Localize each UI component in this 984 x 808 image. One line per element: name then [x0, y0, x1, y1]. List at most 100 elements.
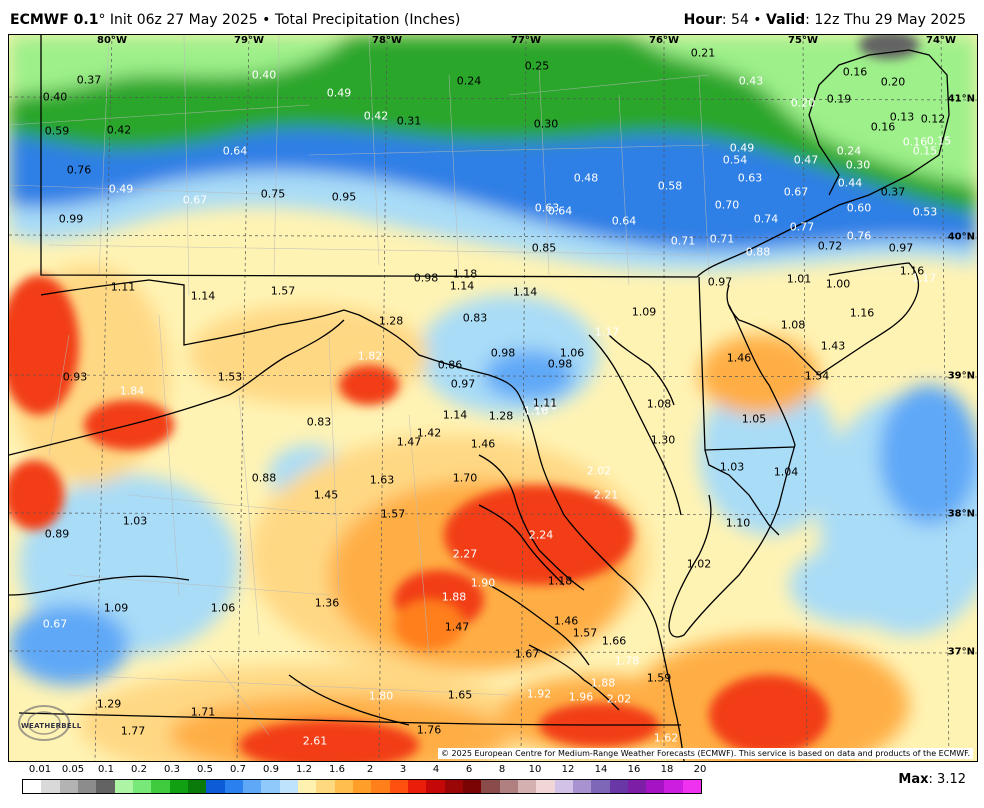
longitude-label: 80°W	[97, 35, 127, 46]
legend-tick-label: 1.6	[329, 764, 345, 775]
precip-value: 1.78	[614, 654, 640, 668]
precip-value: 0.59	[44, 124, 70, 138]
precip-value: 0.83	[306, 415, 332, 429]
precip-value: 1.04	[773, 465, 799, 479]
logo-text: WEATHERBELL	[21, 722, 82, 730]
precip-value: 1.46	[726, 351, 752, 365]
precip-value: 1.70	[452, 471, 478, 485]
legend-swatch	[444, 780, 463, 793]
legend-swatch	[334, 780, 353, 793]
precip-value: 0.88	[745, 245, 771, 259]
precip-value: 0.40	[42, 90, 68, 104]
legend-swatch	[206, 780, 225, 793]
legend-tick-label: 2	[366, 764, 374, 775]
precip-value: 0.99	[58, 212, 84, 226]
precip-value: 1.47	[396, 435, 422, 449]
precip-value: 1.11	[110, 280, 136, 294]
precip-value: 0.93	[62, 370, 88, 384]
legend-swatch	[371, 780, 390, 793]
precip-value: 0.97	[888, 241, 914, 255]
latitude-label: 40°N	[947, 231, 975, 243]
color-legend: 0.01 0.05 0.1 0.2 0.3 0.5 0.7 0.9 1.2 1.6 2 3 4 6 8 10 1…	[22, 764, 706, 794]
precip-value: 0.16	[870, 120, 896, 134]
precip-value: 1.08	[646, 397, 672, 411]
precip-value: 0.97	[450, 377, 476, 391]
precip-value: 2.27	[452, 547, 478, 561]
precip-value: 1.59	[646, 671, 672, 685]
precip-value: 1.06	[559, 346, 585, 360]
precip-value: 0.16	[842, 65, 868, 79]
precip-value: 0.67	[182, 193, 208, 207]
longitude-label: 79°W	[234, 35, 264, 46]
precip-value: 1.14	[442, 408, 468, 422]
precip-value: 1.47	[444, 620, 470, 634]
precip-value: 1.16	[532, 399, 558, 413]
precip-value: 0.71	[670, 234, 696, 248]
legend-tick-label: 12	[561, 764, 575, 775]
valid-time: Hour: 54 • Valid: 12z Thu 29 May 2025	[683, 12, 966, 28]
precip-value: 2.21	[593, 488, 619, 502]
precip-value: 1.57	[572, 626, 598, 640]
precip-value: 1.05	[741, 412, 767, 426]
precip-value: 1.42	[416, 426, 442, 440]
precip-value: 1.62	[653, 731, 679, 745]
precip-value: 1.30	[650, 433, 676, 447]
precip-value: 1.54	[804, 369, 830, 383]
precip-value: 0.49	[729, 141, 755, 155]
precip-value: 0.58	[657, 179, 683, 193]
precip-value: 0.64	[611, 214, 637, 228]
legend-swatch	[151, 780, 170, 793]
precip-value: 1.18	[547, 574, 573, 588]
precip-value: 1.53	[217, 370, 243, 384]
precip-value: 0.54	[722, 153, 748, 167]
precip-value: 1.57	[380, 507, 406, 521]
max-number: : 3.12	[928, 772, 966, 787]
legend-swatch	[96, 780, 115, 793]
precip-value: 0.25	[524, 59, 550, 73]
precip-value: 1.10	[725, 516, 751, 530]
legend-swatch	[59, 780, 78, 793]
precip-value: 1.57	[270, 284, 296, 298]
legend-swatch	[261, 780, 280, 793]
legend-swatch	[481, 780, 500, 793]
precip-value: 1.16	[899, 264, 925, 278]
latitude-label: 37°N	[947, 646, 975, 658]
precip-map[interactable]: 80°W 79°W 78°W 77°W 76°W 75°W 74°W 41°N 40°N 39°…	[8, 34, 978, 762]
precip-value: 2.02	[586, 464, 612, 478]
precip-value: 0.31	[396, 114, 422, 128]
precip-value: 0.77	[789, 220, 815, 234]
precip-value: 1.16	[523, 404, 549, 418]
precip-value: 0.71	[709, 232, 735, 246]
legend-swatch	[572, 780, 592, 793]
precip-value: 1.96	[568, 690, 594, 704]
precip-value: 1.17	[594, 325, 620, 339]
legend-swatch	[407, 780, 427, 793]
legend-swatch	[554, 780, 573, 793]
title-bullet: •	[257, 12, 275, 28]
legend-swatch	[114, 780, 133, 793]
precip-value: 0.47	[793, 153, 819, 167]
precip-value: 1.65	[447, 688, 473, 702]
precip-value: 0.75	[260, 187, 286, 201]
precip-value: 1.02	[686, 557, 712, 571]
precip-value: 0.63	[534, 201, 560, 215]
precip-value: 1.76	[416, 723, 442, 737]
precip-value: 1.29	[96, 697, 122, 711]
legend-swatch	[682, 780, 702, 793]
precip-value: 0.13	[889, 110, 915, 124]
precip-value: 0.95	[331, 190, 357, 204]
precip-value: 0.42	[106, 123, 132, 137]
precip-value: 0.43	[738, 74, 764, 88]
precip-value: 0.83	[462, 311, 488, 325]
legend-swatch	[187, 780, 207, 793]
copyright-credit: © 2025 European Centre for Medium-Range …	[438, 748, 973, 759]
precip-value: 1.46	[470, 437, 496, 451]
legend-swatch	[224, 780, 243, 793]
precip-value: 0.20	[880, 75, 906, 89]
precip-value: 0.44	[837, 176, 863, 190]
precip-value: 1.82	[357, 349, 383, 363]
legend-swatch	[536, 780, 555, 793]
legend-tick-label: 16	[627, 764, 641, 775]
precip-value: 0.20	[790, 96, 816, 110]
legend-swatch	[627, 780, 647, 793]
